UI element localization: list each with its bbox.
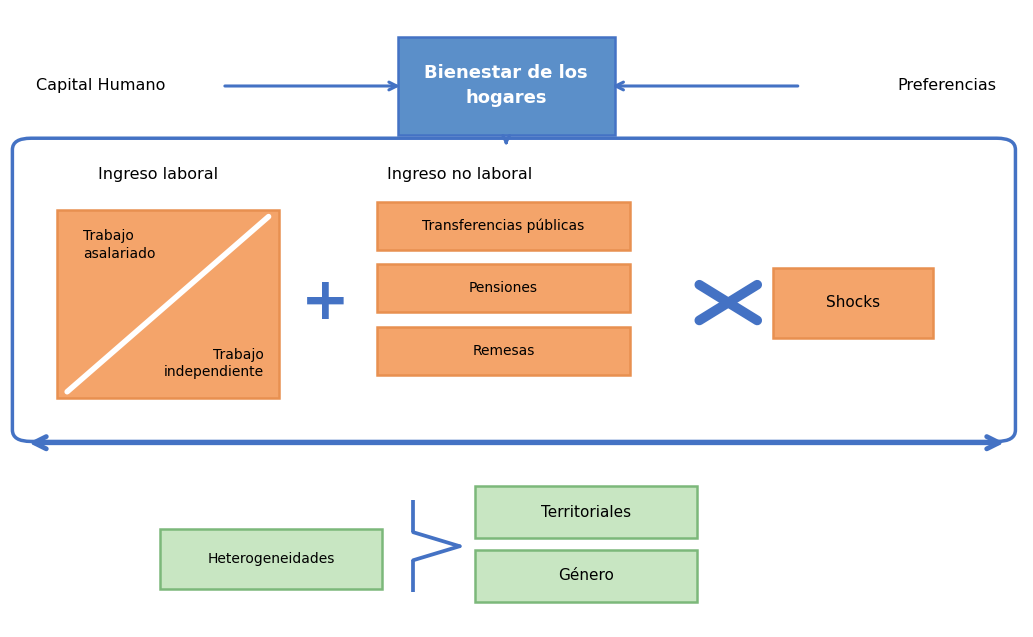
Text: Trabajo
asalariado: Trabajo asalariado [83, 229, 155, 261]
Text: Bienestar de los
hogares: Bienestar de los hogares [425, 64, 588, 108]
FancyBboxPatch shape [377, 327, 630, 375]
Text: Heterogeneidades: Heterogeneidades [208, 552, 335, 566]
Text: Shocks: Shocks [825, 295, 880, 310]
FancyBboxPatch shape [475, 550, 697, 602]
FancyBboxPatch shape [773, 268, 933, 338]
Text: Preferencias: Preferencias [898, 78, 997, 94]
Text: Territoriales: Territoriales [541, 505, 631, 520]
Text: Ingreso laboral: Ingreso laboral [98, 166, 218, 182]
Text: Género: Género [558, 568, 615, 583]
FancyBboxPatch shape [57, 210, 279, 398]
FancyBboxPatch shape [160, 529, 382, 589]
Text: Capital Humano: Capital Humano [36, 78, 165, 94]
Text: Remesas: Remesas [472, 344, 535, 357]
Text: +: + [301, 274, 350, 331]
Text: Ingreso no laboral: Ingreso no laboral [387, 166, 533, 182]
FancyBboxPatch shape [377, 202, 630, 250]
Text: Trabajo
independiente: Trabajo independiente [163, 348, 263, 379]
Text: Transferencias públicas: Transferencias públicas [422, 218, 585, 233]
FancyBboxPatch shape [398, 36, 615, 136]
Text: Pensiones: Pensiones [469, 282, 538, 295]
FancyBboxPatch shape [377, 264, 630, 312]
FancyBboxPatch shape [475, 486, 697, 538]
